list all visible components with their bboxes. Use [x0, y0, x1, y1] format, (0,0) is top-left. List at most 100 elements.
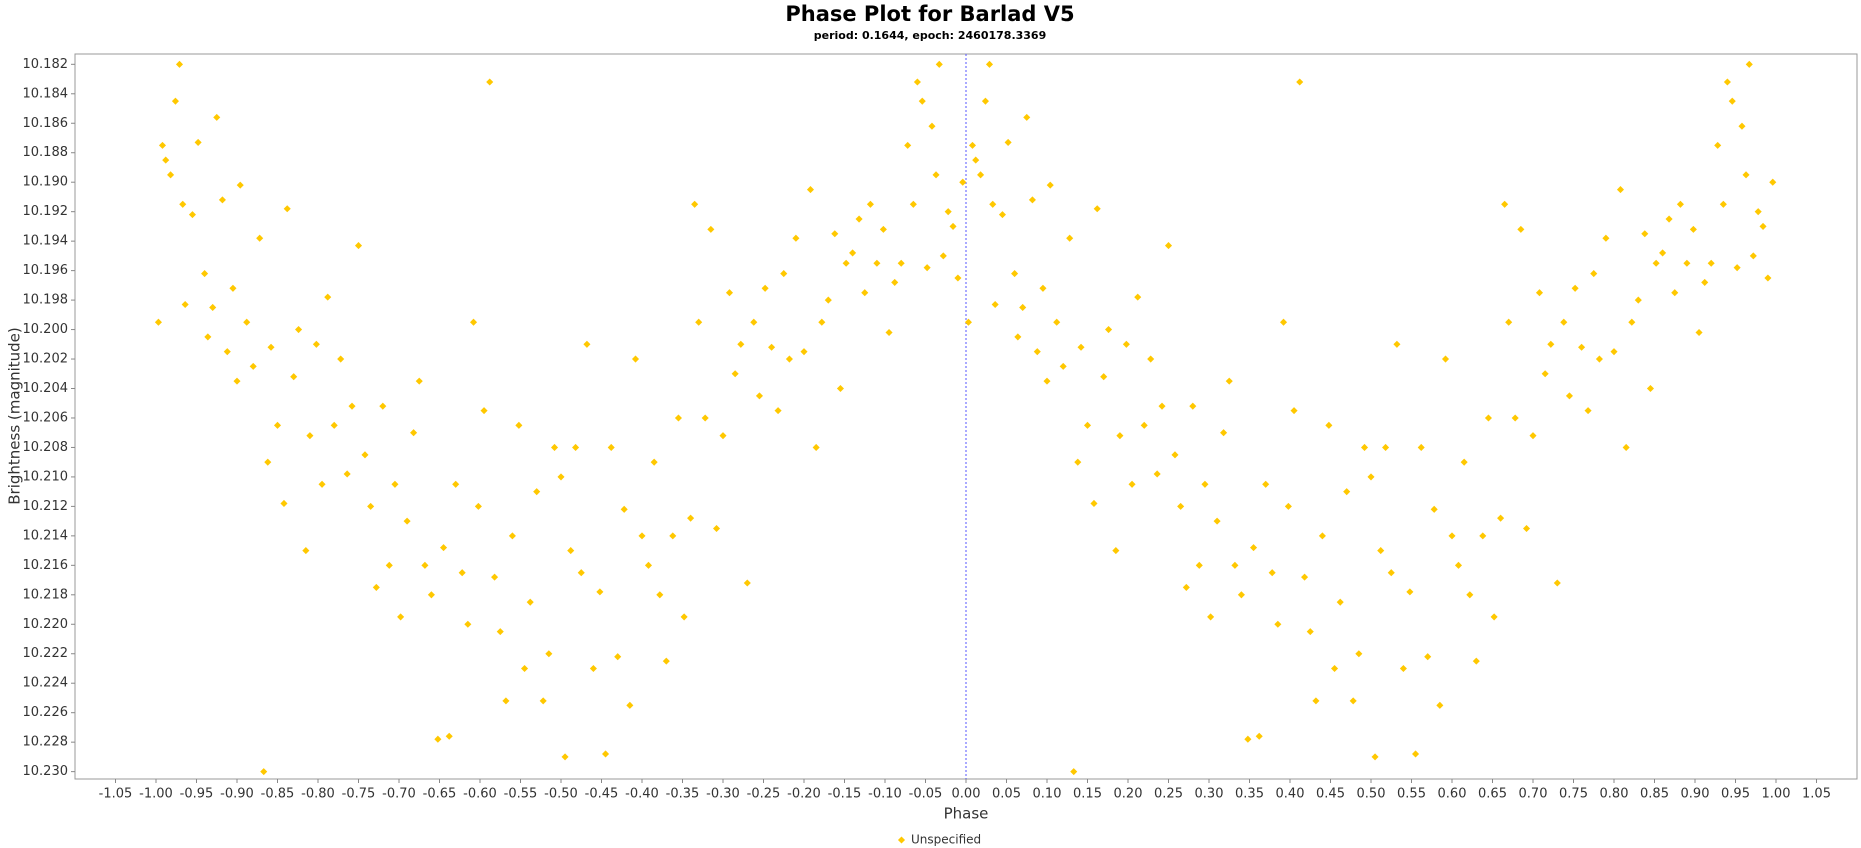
y-tick-label: 10.204 — [23, 381, 69, 396]
point — [972, 156, 980, 164]
point — [861, 289, 869, 297]
point — [750, 318, 758, 326]
point — [831, 230, 839, 238]
point — [687, 514, 695, 522]
point — [243, 318, 251, 326]
point — [194, 138, 202, 146]
point — [229, 284, 237, 292]
x-tick-label: 0.65 — [1478, 787, 1507, 802]
point — [391, 480, 399, 488]
point — [626, 701, 634, 709]
x-tick-label: 0.35 — [1235, 787, 1264, 802]
x-tick-label: -0.60 — [463, 787, 497, 802]
y-tick-label: 10.224 — [23, 676, 69, 691]
point — [403, 517, 411, 525]
x-tick-label: -1.00 — [139, 787, 173, 802]
point — [897, 259, 905, 267]
x-tick-label: -0.85 — [261, 787, 295, 802]
x-tick-label: 1.05 — [1802, 787, 1831, 802]
point — [780, 270, 788, 278]
y-tick-label: 10.210 — [23, 469, 69, 484]
y-tick-label: 10.198 — [23, 293, 69, 308]
point — [445, 732, 453, 740]
point — [818, 318, 826, 326]
y-tick-label: 10.216 — [23, 558, 69, 573]
point — [209, 303, 217, 311]
chart-title: Phase Plot for Barlad V5 — [785, 2, 1074, 26]
point — [707, 225, 715, 233]
x-axis-label: Phase — [944, 805, 989, 823]
point — [539, 697, 547, 705]
point — [175, 60, 184, 68]
point — [932, 171, 940, 179]
point — [427, 591, 435, 599]
point — [361, 451, 369, 459]
point — [372, 583, 380, 591]
y-tick-label: 10.206 — [23, 410, 69, 425]
y-tick-label: 10.222 — [23, 646, 69, 661]
point — [469, 318, 478, 326]
point — [508, 532, 516, 540]
point — [855, 215, 863, 223]
point — [954, 274, 962, 282]
point — [923, 264, 931, 272]
point — [701, 414, 709, 422]
point — [256, 234, 264, 242]
point — [367, 502, 375, 510]
point — [526, 598, 534, 606]
x-tick-label: -0.80 — [301, 787, 335, 802]
point — [991, 300, 999, 309]
point — [280, 499, 288, 507]
point — [725, 289, 734, 297]
point — [218, 196, 226, 204]
point — [737, 340, 745, 348]
point — [909, 200, 917, 208]
point — [959, 178, 967, 186]
point — [188, 211, 196, 219]
point — [354, 242, 363, 250]
point — [638, 532, 646, 540]
x-tick-label: 0.05 — [992, 787, 1021, 802]
x-tick-label: 1.00 — [1762, 787, 1791, 802]
point — [162, 156, 170, 164]
point — [201, 270, 209, 278]
point — [836, 384, 844, 393]
point — [812, 443, 820, 451]
point — [267, 343, 275, 351]
x-tick-label: -0.75 — [342, 787, 376, 802]
point — [154, 318, 162, 326]
point — [179, 200, 187, 208]
x-tick-label: -0.90 — [220, 787, 254, 802]
point — [1011, 270, 1019, 278]
x-tick-label: -1.05 — [99, 787, 133, 802]
point — [935, 60, 943, 68]
point — [330, 421, 338, 429]
point — [918, 97, 926, 105]
point — [318, 480, 326, 488]
point — [824, 296, 832, 304]
point — [496, 628, 504, 636]
x-tick-label: 0.55 — [1397, 787, 1426, 802]
point — [866, 200, 874, 208]
point — [273, 421, 282, 429]
x-tick-label: 0.70 — [1519, 787, 1548, 802]
point — [458, 569, 466, 577]
y-tick-label: 10.188 — [23, 145, 69, 160]
point — [233, 377, 241, 385]
point — [249, 362, 257, 370]
x-tick-label: -0.65 — [423, 787, 457, 802]
point — [1014, 333, 1022, 341]
point — [561, 753, 569, 761]
x-tick-label: 0.40 — [1276, 787, 1305, 802]
point — [644, 561, 653, 569]
point — [410, 429, 418, 437]
y-tick-label: 10.196 — [23, 263, 69, 278]
point — [397, 613, 405, 621]
point — [167, 171, 175, 179]
x-tick-label: 0.80 — [1600, 787, 1629, 802]
x-tick-label: -0.50 — [544, 787, 578, 802]
point — [968, 141, 977, 149]
point — [674, 414, 682, 422]
y-tick-label: 10.218 — [23, 587, 69, 602]
point — [743, 579, 751, 587]
